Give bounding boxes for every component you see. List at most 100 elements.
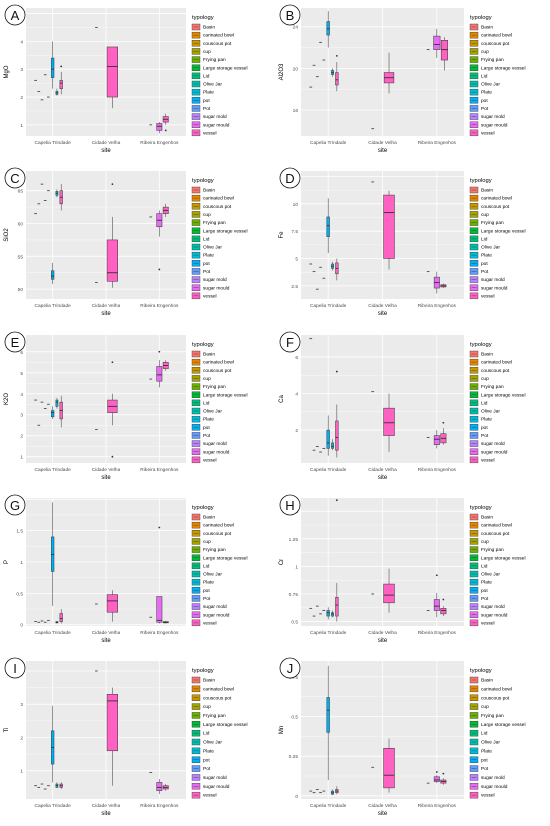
box — [433, 35, 441, 50]
legend-label: Basin — [203, 678, 215, 684]
y-tick-label: 1.25 — [289, 537, 299, 543]
y-axis-title: P — [4, 560, 10, 564]
y-tick-label: 7.5 — [291, 229, 298, 235]
box — [326, 21, 330, 36]
y-tick-label: 1 — [20, 455, 23, 461]
y-tick-label: 5 — [295, 257, 298, 263]
legend-label: couscous pot — [481, 695, 510, 701]
legend-label: Plate — [203, 417, 214, 423]
y-tick-label: 2 — [295, 428, 298, 434]
x-tick-label: Ribeira Engenhos — [418, 467, 457, 473]
x-tick-label: Ribeira Engenhos — [140, 140, 179, 146]
panel-label-badge — [279, 167, 301, 189]
legend-label: Pot — [203, 766, 211, 772]
legend-label: pot — [481, 98, 488, 104]
legend-label: Lid — [203, 731, 210, 737]
x-tick-label: Capelia Trindade — [310, 467, 347, 473]
y-axis-title: SiO2 — [4, 228, 10, 242]
legend-label: Plate — [203, 90, 214, 96]
x-axis-title: site — [101, 311, 111, 317]
legend-label: Basin — [481, 515, 493, 521]
legend-label: Pot — [481, 766, 489, 772]
x-tick-label: Cidade Velha — [368, 803, 397, 809]
x-tick-label: Ribeira Engenhos — [140, 803, 179, 809]
y-tick-label: 0.75 — [289, 592, 299, 598]
legend-title: typology — [470, 668, 492, 674]
y-tick-label: 1 — [20, 769, 23, 775]
legend-label: cup — [203, 50, 211, 55]
panel-label: G — [10, 498, 20, 513]
outlier-point — [335, 370, 338, 373]
legend-label: Large storage vessel — [203, 392, 248, 398]
legend-label: carinated bowl — [203, 686, 234, 692]
legend-label: couscous pot — [203, 204, 232, 210]
y-tick-label: 3 — [20, 413, 23, 419]
x-tick-label: Cidade Velha — [92, 467, 121, 473]
legend-label: Basin — [481, 678, 493, 684]
panel-label: F — [286, 335, 294, 350]
outlier-point — [111, 183, 114, 186]
y-tick-label: 60 — [18, 222, 24, 228]
legend-label: Frying pan — [203, 384, 226, 390]
legend-label: Large storage vessel — [481, 722, 526, 728]
panel-j: 0 0.25 0.5 0.75 Capelia Trindade Cidade Velha… — [279, 657, 526, 817]
box — [51, 270, 55, 280]
legend-label: Plate — [481, 417, 492, 423]
legend-label: Frying pan — [481, 57, 504, 63]
y-tick-label: 2 — [20, 95, 23, 101]
legend-label: Pot — [481, 106, 489, 112]
legend-label: sugar mould — [481, 612, 508, 618]
legend-label: Olive Jar — [481, 572, 500, 578]
y-axis-title: Al2O3 — [279, 63, 285, 80]
legend-label: Basin — [203, 352, 215, 358]
panel-label: J — [287, 661, 294, 676]
legend-label: cup — [481, 377, 489, 382]
y-tick-label: 6 — [20, 350, 23, 356]
outlier-point — [442, 598, 445, 601]
legend-label: carinated bowl — [203, 33, 234, 39]
legend-label: Lid — [481, 400, 488, 406]
x-tick-label: Capelia Trindade — [35, 467, 72, 473]
legend-label: carinated bowl — [481, 686, 512, 692]
legend-label: couscous pot — [203, 695, 232, 701]
box — [156, 782, 163, 791]
panel-label-badge — [279, 494, 301, 516]
legend-label: Olive Jar — [481, 409, 500, 415]
legend-label: Frying pan — [481, 547, 504, 553]
x-axis-title: site — [378, 811, 388, 817]
legend-label: Basin — [203, 25, 215, 31]
legend-title: typology — [192, 178, 214, 184]
legend-label: Olive Jar — [203, 82, 222, 88]
panel-label: B — [286, 8, 295, 23]
y-tick-label: 6 — [295, 355, 298, 361]
legend-title: typology — [192, 668, 214, 674]
x-tick-label: Cidade Velha — [92, 303, 121, 309]
x-tick-label: Cidade Velha — [368, 630, 397, 636]
legend-label: Pot — [481, 433, 489, 439]
legend-label: Lid — [203, 400, 210, 406]
box — [331, 442, 334, 449]
outlier-point — [60, 65, 63, 68]
legend-label: cup — [203, 540, 211, 545]
legend-label: Pot — [203, 596, 211, 602]
x-tick-label: Ribeira Engenhos — [418, 303, 457, 309]
x-tick-label: Ribeira Engenhos — [140, 467, 179, 473]
x-axis-title: site — [101, 638, 111, 644]
y-axis-title: Ca — [279, 395, 285, 403]
legend-label: Lid — [481, 236, 488, 242]
legend-label: Plate — [481, 90, 492, 96]
legend-label: pot — [481, 425, 488, 431]
legend-label: couscous pot — [481, 368, 510, 374]
legend-label: sugar mold — [203, 775, 227, 781]
y-tick-label: 0.25 — [289, 754, 299, 760]
legend-label: carinated bowl — [203, 523, 234, 529]
legend-label: pot — [203, 588, 210, 594]
x-axis-title: site — [378, 475, 388, 481]
x-tick-label: Cidade Velha — [368, 303, 397, 309]
legend-label: Pot — [481, 596, 489, 602]
legend-label: carinated bowl — [481, 33, 512, 39]
legend-label: Basin — [481, 352, 493, 358]
panel-e: 1 2 3 4 5 6 Capelia Trindade Cidade Velha Ribeir… — [4, 331, 248, 481]
legend-label: cup — [481, 213, 489, 218]
